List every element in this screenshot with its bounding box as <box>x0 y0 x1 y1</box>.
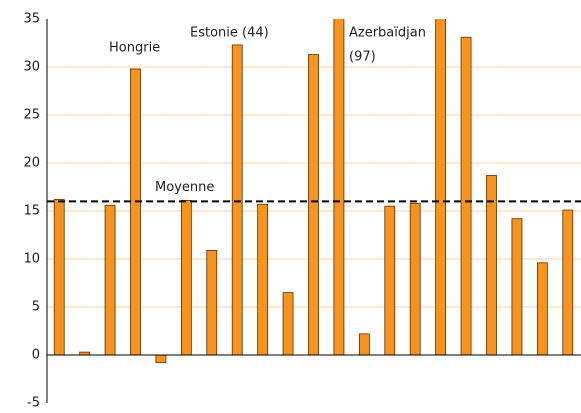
y-tick-label: 35 <box>23 12 40 27</box>
annotation: Hongrie <box>109 41 160 56</box>
bar <box>282 292 294 356</box>
bar <box>130 68 141 356</box>
bar <box>308 54 319 356</box>
y-tick-label: 20 <box>23 156 40 171</box>
bar <box>409 202 421 356</box>
y-tick-label: 30 <box>23 60 40 75</box>
bar <box>53 199 65 356</box>
bar <box>358 333 370 356</box>
bar <box>384 205 396 356</box>
y-tick-label: 25 <box>23 108 40 123</box>
bar <box>435 19 447 356</box>
bar <box>536 262 548 356</box>
bar <box>257 203 269 356</box>
mean-label: Moyenne <box>155 180 214 195</box>
y-tick-label: 10 <box>23 252 40 267</box>
y-tick-label: 15 <box>23 204 40 219</box>
y-tick-label: 0 <box>32 348 40 363</box>
bar <box>231 44 243 356</box>
bar <box>206 249 218 356</box>
bar <box>333 19 345 356</box>
bar <box>562 209 574 356</box>
bar <box>460 36 472 356</box>
bar <box>180 200 192 356</box>
annotation: Azerbaïdjan <box>349 26 426 41</box>
annotation: Estonie (44) <box>190 26 269 41</box>
bar <box>104 204 116 356</box>
annotation: (97) <box>349 50 376 65</box>
bar <box>486 175 497 356</box>
bar <box>511 218 523 356</box>
y-tick-label: -5 <box>27 396 40 411</box>
bar <box>155 354 167 364</box>
y-tick-label: 5 <box>32 300 40 315</box>
